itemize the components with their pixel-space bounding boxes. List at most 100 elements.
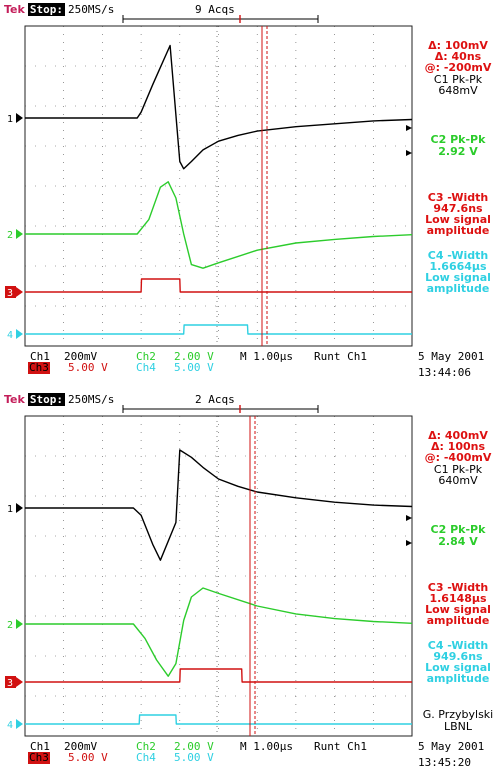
measure-c1-value: 640mV — [438, 474, 478, 487]
right-marker — [406, 515, 412, 521]
channel-marker-label-2: 2 — [7, 230, 13, 241]
waveform-ch1 — [25, 449, 413, 561]
date: 5 May 2001 — [418, 350, 485, 363]
channel-marker-label-3: 3 — [7, 288, 13, 299]
channel-marker-label-2: 2 — [7, 620, 13, 631]
channel-marker-2 — [16, 229, 23, 239]
ch4-name: Ch4 — [136, 751, 156, 764]
channel-marker-label-1: 1 — [7, 504, 13, 515]
measure-c3-label: C3 -Width — [427, 191, 489, 204]
ch2-scale: 2.00 V — [174, 350, 214, 363]
run-status: Stop: — [27, 3, 65, 16]
graticule-frame — [24, 25, 413, 347]
ch4-scale: 5.00 V — [174, 751, 214, 764]
channel-marker-label-1: 1 — [7, 114, 13, 125]
waveform-ch2 — [25, 181, 413, 269]
measure-c3-value: 947.6ns — [433, 202, 483, 215]
channel-marker-4 — [16, 329, 23, 339]
channel-marker-4 — [16, 719, 23, 729]
acquisition-count: 9 Acqs — [195, 3, 235, 16]
ch3-scale: 5.00 V — [68, 361, 108, 374]
channel-marker-label-4: 4 — [7, 330, 13, 341]
waveform-ch4 — [25, 714, 412, 725]
run-status: Stop: — [27, 393, 65, 406]
measure-c3-note: Low signal amplitude — [425, 603, 491, 627]
measure-c2-label: C2 Pk-Pk — [430, 133, 486, 146]
measure-c1-value: 648mV — [438, 84, 478, 97]
right-marker — [406, 150, 412, 156]
date: 5 May 2001 — [418, 740, 485, 753]
ch1-scale: 200mV — [64, 350, 98, 363]
measure-c4-value: 949.6ns — [433, 650, 483, 663]
channel-marker-bg-3 — [5, 286, 16, 298]
waveform-ch4 — [25, 324, 412, 335]
measure-c4-value: 1.6664µs — [429, 260, 487, 273]
time: 13:45:20 — [418, 756, 471, 769]
brand-logo: Tek — [4, 393, 25, 406]
cursor-delta-t: Δ: 100ns — [430, 440, 486, 453]
waveform-ch2 — [25, 587, 413, 677]
right-marker — [406, 125, 412, 131]
signature-org: LBNL — [443, 720, 473, 733]
ch3-name: Ch3 — [28, 751, 50, 764]
ch1-name: Ch1 — [30, 350, 50, 363]
measure-c2-label: C2 Pk-Pk — [430, 523, 486, 536]
channel-marker-2 — [16, 619, 23, 629]
measure-c4-label: C4 -Width — [427, 639, 489, 652]
measure-c3-value: 1.6148µs — [429, 592, 487, 605]
scope-screen-1: Tek Stop: 250MS/s 9 Acqs 1 2 3 4 Δ: 100mV Δ: … — [0, 0, 503, 389]
ch4-name: Ch4 — [136, 361, 156, 374]
signature-name: G. Przybylski — [422, 708, 494, 721]
ch4-scale: 5.00 V — [174, 361, 214, 374]
graticule — [24, 415, 413, 737]
waveform-ch1 — [25, 44, 413, 170]
scope-screen-2: Tek Stop: 250MS/s 2 Acqs 1 2 3 4 Δ: 400mV Δ: … — [0, 390, 503, 779]
ch2-name: Ch2 — [136, 350, 156, 363]
sample-rate: 250MS/s — [67, 393, 115, 406]
ch3-scale: 5.00 V — [68, 751, 108, 764]
cursor-delta-v: Δ: 400mV — [428, 429, 488, 442]
timebase: M 1.00µs — [240, 350, 293, 363]
cursor-at: @: -400mV — [424, 451, 492, 464]
measure-c2-value: 2.84 V — [438, 535, 478, 548]
trigger: Runt Ch1 — [314, 740, 367, 753]
header: Tek Stop: 250MS/s — [4, 3, 114, 16]
cursor-delta-t: Δ: 40ns — [434, 50, 482, 63]
acquisition-count: 2 Acqs — [195, 393, 235, 406]
measure-c3-note: Low signal amplitude — [425, 213, 491, 237]
waveform-ch3 — [25, 278, 412, 293]
channel-marker-label-3: 3 — [7, 678, 13, 689]
channel-marker-1 — [16, 503, 23, 513]
measure-c4-label: C4 -Width — [427, 249, 489, 262]
graticule-frame — [24, 415, 413, 737]
header: Tek Stop: 250MS/s — [4, 393, 114, 406]
measure-c2-value: 2.92 V — [438, 145, 478, 158]
ch3-name: Ch3 — [28, 361, 50, 374]
channel-marker-bg-3 — [5, 676, 16, 688]
right-marker — [406, 540, 412, 546]
ch1-scale: 200mV — [64, 740, 98, 753]
measure-c1-label: C1 Pk-Pk — [433, 73, 483, 86]
cursor-at: @: -200mV — [424, 61, 492, 74]
sample-rate: 250MS/s — [67, 3, 115, 16]
measure-c4-note: Low signal amplitude — [425, 271, 491, 295]
cursor-delta-v: Δ: 100mV — [428, 39, 488, 52]
measure-c1-label: C1 Pk-Pk — [433, 463, 483, 476]
timebase: M 1.00µs — [240, 740, 293, 753]
graticule — [24, 25, 413, 347]
ch2-scale: 2.00 V — [174, 740, 214, 753]
measure-c4-note: Low signal amplitude — [425, 661, 491, 685]
trigger: Runt Ch1 — [314, 350, 367, 363]
measure-c3-label: C3 -Width — [427, 581, 489, 594]
ch2-name: Ch2 — [136, 740, 156, 753]
brand-logo: Tek — [4, 3, 25, 16]
waveform-display: 1 2 3 4 — [5, 15, 413, 347]
channel-marker-1 — [16, 113, 23, 123]
time: 13:44:06 — [418, 366, 471, 379]
waveform-ch3 — [25, 668, 412, 683]
channel-marker-label-4: 4 — [7, 720, 13, 731]
channel-marker-3 — [16, 287, 23, 297]
ch1-name: Ch1 — [30, 740, 50, 753]
waveform-display: 1 2 3 4 — [5, 405, 413, 737]
channel-marker-3 — [16, 677, 23, 687]
